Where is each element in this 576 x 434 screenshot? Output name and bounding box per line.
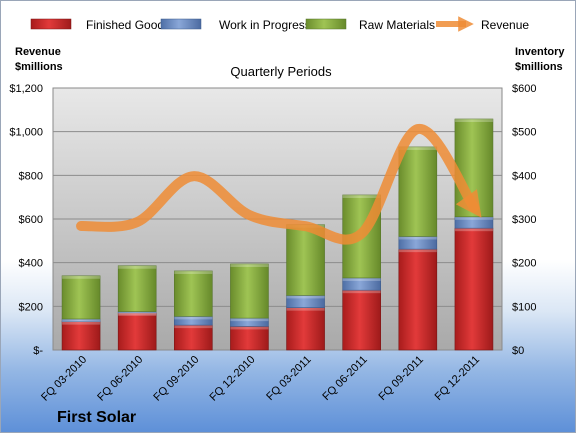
- right-tick-label: $400: [512, 170, 536, 182]
- bar-finished-goods: [286, 307, 325, 351]
- right-axis-label-line1: Inventory: [515, 46, 565, 58]
- bar-cap: [230, 326, 269, 330]
- left-tick-label: $1,200: [9, 83, 43, 95]
- left-tick-label: $1,000: [9, 127, 43, 139]
- bar-cap: [342, 194, 381, 198]
- right-tick-label: $500: [512, 127, 536, 139]
- x-tick-label: FQ 12-2010: [208, 354, 258, 404]
- bar-finished-goods: [61, 321, 101, 351]
- bar-raw-materials: [398, 146, 438, 237]
- bar-cap: [62, 321, 101, 325]
- company-name: First Solar: [57, 409, 136, 426]
- left-tick-label: $600: [19, 214, 43, 226]
- bar-finished-goods: [174, 324, 213, 351]
- x-tick-label: FQ 09-2010: [151, 354, 201, 404]
- bar-raw-materials: [117, 265, 157, 312]
- bar-cap: [62, 275, 101, 279]
- left-tick-label: $400: [19, 258, 43, 270]
- left-tick-label: $800: [19, 170, 43, 182]
- legend-label-raw-materials: Raw Materials: [359, 18, 435, 32]
- bar-cap: [454, 119, 493, 123]
- right-tick-label: $600: [512, 83, 536, 95]
- bar-cap: [62, 318, 101, 322]
- legend-label-finished-goods: Finished Goods: [86, 18, 170, 32]
- bar-finished-goods: [230, 326, 269, 351]
- bar-cap: [174, 325, 213, 329]
- bar-cap: [398, 249, 437, 253]
- bar-raw-materials: [230, 263, 269, 319]
- x-tick-label: FQ 06-2010: [95, 354, 145, 404]
- legend-label-revenue: Revenue: [481, 18, 529, 32]
- bar-cap: [342, 277, 381, 281]
- bar-cap: [454, 216, 493, 220]
- left-tick-label: $200: [19, 301, 43, 313]
- x-tick-label: FQ 12-2011: [433, 354, 482, 403]
- x-tick-label: FQ 09-2011: [377, 354, 426, 403]
- bar-cap: [230, 318, 269, 322]
- x-tick-label: FQ 03-2011: [264, 354, 313, 403]
- bar-cap: [230, 263, 269, 267]
- bar-finished-goods: [454, 227, 494, 351]
- bar-cap: [286, 307, 325, 311]
- legend-swatch-finished-goods: [30, 18, 72, 30]
- bar-cap: [174, 270, 213, 274]
- bar-cap: [118, 265, 157, 269]
- revenue-line-group: [76, 124, 482, 245]
- bar-cap: [398, 236, 437, 240]
- right-axis-ticks: $0 $100 $200 $300 $400 $500 $600: [512, 83, 536, 357]
- legend: Finished Goods Work in Progress Raw Mate…: [30, 16, 529, 32]
- x-axis-ticks: FQ 03-2010 FQ 06-2010 FQ 09-2010 FQ 12-2010…: [39, 354, 482, 404]
- bar-raw-materials: [61, 275, 101, 320]
- legend-label-work-in-progress: Work in Progress: [219, 18, 311, 32]
- bar-cap: [118, 312, 157, 316]
- bar-finished-goods: [398, 248, 438, 351]
- bar-cap: [118, 311, 157, 315]
- bar-finished-goods: [117, 312, 157, 351]
- right-tick-label: $200: [512, 258, 536, 270]
- right-axis-label-line2: $millions: [515, 61, 563, 73]
- bar-raw-materials: [286, 224, 325, 296]
- right-tick-label: $0: [512, 345, 524, 357]
- chart-title: Quarterly Periods: [230, 64, 332, 79]
- right-tick-label: $300: [512, 214, 536, 226]
- left-axis-label-line1: Revenue: [15, 46, 61, 58]
- bar-cap: [342, 290, 381, 294]
- bar-finished-goods: [342, 289, 381, 351]
- left-axis-label-line2: $millions: [15, 61, 63, 73]
- revenue-line: [76, 124, 482, 245]
- legend-swatch-work-in-progress: [160, 18, 202, 30]
- bar-cap: [174, 316, 213, 320]
- bar-cap: [454, 228, 493, 232]
- bar-cap: [398, 146, 437, 150]
- left-tick-label: $-: [33, 345, 43, 357]
- legend-swatch-raw-materials: [305, 18, 347, 30]
- x-tick-label: FQ 03-2010: [39, 354, 89, 404]
- left-axis-ticks: $- $200 $400 $600 $800 $1,000 $1,200: [9, 83, 43, 357]
- bar-cap: [286, 295, 325, 299]
- right-tick-label: $100: [512, 301, 536, 313]
- x-tick-label: FQ 06-2011: [320, 354, 369, 403]
- bar-raw-materials: [174, 270, 213, 317]
